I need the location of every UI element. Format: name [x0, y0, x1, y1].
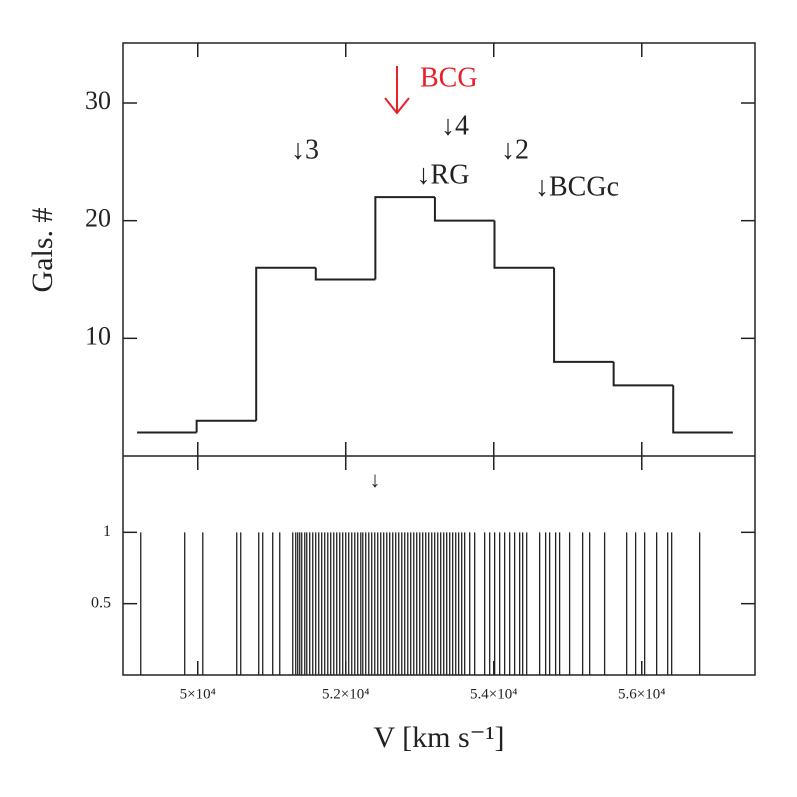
y-tick-label: 0.5	[91, 594, 111, 611]
x-tick-label: 5×10⁴	[180, 686, 216, 702]
histogram-step	[553, 267, 614, 363]
y-axis-label: Gals. #	[26, 208, 59, 293]
histogram-step	[612, 361, 674, 387]
x-axis-label: V [km s⁻¹]	[374, 721, 505, 754]
annotation: ↓4	[441, 110, 469, 141]
annotation: ↓RG	[417, 159, 470, 190]
annotation: ↓	[370, 467, 381, 492]
histogram-step	[433, 197, 495, 222]
bcg-annotation: BCG	[420, 62, 478, 93]
histogram-step	[493, 220, 555, 269]
histogram-step	[314, 267, 376, 281]
histogram-step	[374, 196, 435, 280]
annotation: ↓BCGc	[535, 171, 619, 202]
histogram-step	[255, 266, 316, 421]
annotation: ↓3	[291, 134, 319, 165]
y-tick-label: 1	[103, 523, 111, 540]
annotation: ↓2	[501, 134, 529, 165]
plot-frame	[122, 42, 756, 676]
histogram-step	[672, 385, 733, 434]
histogram-step	[195, 419, 257, 433]
y-tick-label: 30	[85, 86, 111, 115]
y-tick-label: 20	[85, 204, 111, 233]
y-tick-label: 10	[85, 321, 111, 350]
x-tick-label: 5.4×10⁴	[470, 686, 517, 702]
x-tick-label: 5.6×10⁴	[618, 686, 665, 702]
bcg-arrow	[384, 66, 410, 115]
x-tick-label: 5.2×10⁴	[322, 686, 369, 702]
